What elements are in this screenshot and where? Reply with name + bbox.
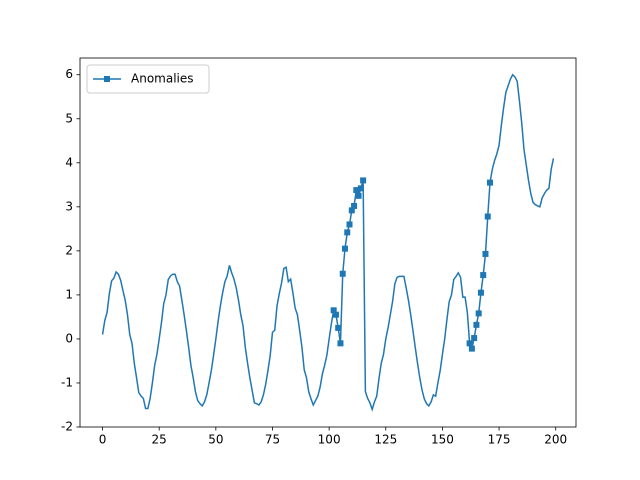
marker [487, 179, 494, 186]
x-tick-label: 150 [431, 433, 454, 447]
marker [346, 221, 353, 228]
marker [360, 177, 367, 184]
marker [344, 229, 351, 236]
y-tick-label: 4 [65, 155, 73, 169]
marker [482, 250, 489, 257]
marker [357, 185, 364, 192]
marker [353, 187, 360, 194]
y-tick-label: -1 [61, 375, 73, 389]
series-line [101, 73, 555, 412]
marker [477, 289, 484, 296]
marker [466, 340, 473, 347]
legend-label: Anomalies [131, 72, 194, 86]
marker [337, 340, 344, 347]
y-tick-label: 5 [65, 111, 73, 125]
marker [351, 202, 358, 209]
legend-box [86, 64, 210, 94]
marker [348, 207, 355, 214]
x-tick-label: 100 [318, 433, 341, 447]
y-tick-label: 2 [65, 243, 73, 257]
x-tick-label: 75 [265, 433, 280, 447]
x-tick-label: 25 [152, 433, 167, 447]
y-tick-label: 6 [65, 67, 73, 81]
x-tick-label: 175 [488, 433, 511, 447]
x-tick-label: 200 [544, 433, 567, 447]
marker [480, 272, 487, 279]
marker [468, 345, 475, 352]
marker [475, 310, 482, 317]
x-tick-label: 50 [208, 433, 223, 447]
x-tick-label: 125 [374, 433, 397, 447]
y-tick-label: 3 [65, 199, 73, 213]
y-tick-label: -2 [61, 420, 73, 434]
marker [339, 270, 346, 277]
marker [341, 245, 348, 252]
marker [355, 192, 362, 199]
axes-frame [79, 57, 577, 428]
marker [484, 213, 491, 220]
marker [473, 321, 480, 328]
y-tick-label: 0 [65, 331, 73, 345]
legend-marker [104, 76, 110, 82]
marker [335, 324, 342, 331]
y-tick-label: 1 [65, 287, 73, 301]
marker [471, 335, 478, 342]
x-tick-label: 0 [99, 433, 107, 447]
marker [330, 307, 337, 314]
marker [332, 311, 339, 318]
